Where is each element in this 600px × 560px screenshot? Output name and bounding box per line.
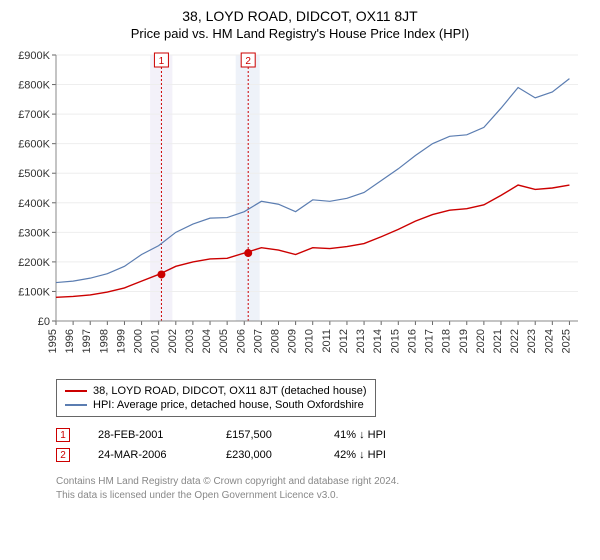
- events-table: 1 28-FEB-2001 £157,500 41% ↓ HPI 2 24-MA…: [56, 425, 588, 465]
- event-date: 24-MAR-2006: [98, 449, 198, 461]
- chart-plot: £0 £100K £200K £300K £400K £500K £600K £700K £80…: [12, 41, 588, 371]
- event-date: 28-FEB-2001: [98, 429, 198, 441]
- svg-text:2003: 2003: [184, 329, 196, 353]
- svg-text:£600K: £600K: [18, 139, 50, 151]
- svg-text:2005: 2005: [218, 329, 230, 353]
- svg-text:2020: 2020: [475, 329, 487, 353]
- svg-text:1: 1: [159, 56, 165, 67]
- chart-title: 38, LOYD ROAD, DIDCOT, OX11 8JT: [12, 8, 588, 24]
- event-marker-2: 2: [56, 448, 70, 462]
- svg-text:£700K: £700K: [18, 109, 50, 121]
- svg-text:£900K: £900K: [18, 50, 50, 62]
- svg-text:£800K: £800K: [18, 80, 50, 92]
- svg-text:2006: 2006: [235, 329, 247, 353]
- event-row: 1 28-FEB-2001 £157,500 41% ↓ HPI: [56, 425, 588, 445]
- svg-text:2017: 2017: [424, 329, 436, 353]
- svg-text:2009: 2009: [287, 329, 299, 353]
- svg-text:2018: 2018: [441, 329, 453, 353]
- svg-text:2011: 2011: [321, 329, 333, 353]
- legend-row: 38, LOYD ROAD, DIDCOT, OX11 8JT (detache…: [65, 384, 367, 398]
- svg-text:1999: 1999: [115, 329, 127, 353]
- svg-text:£300K: £300K: [18, 227, 50, 239]
- legend-row: HPI: Average price, detached house, Sout…: [65, 398, 367, 412]
- svg-text:2024: 2024: [543, 329, 555, 353]
- svg-text:£0: £0: [38, 316, 50, 328]
- svg-text:1997: 1997: [81, 329, 93, 353]
- svg-text:2002: 2002: [167, 329, 179, 353]
- svg-text:2015: 2015: [389, 329, 401, 353]
- svg-text:1998: 1998: [98, 329, 110, 353]
- legend: 38, LOYD ROAD, DIDCOT, OX11 8JT (detache…: [56, 379, 376, 417]
- svg-text:1996: 1996: [64, 329, 76, 353]
- svg-text:2013: 2013: [355, 329, 367, 353]
- svg-text:2004: 2004: [201, 329, 213, 353]
- svg-text:2022: 2022: [509, 329, 521, 353]
- svg-text:2007: 2007: [252, 329, 264, 353]
- svg-text:£400K: £400K: [18, 198, 50, 210]
- svg-text:2012: 2012: [338, 329, 350, 353]
- svg-text:2010: 2010: [304, 329, 316, 353]
- legend-swatch-hpi: [65, 404, 87, 406]
- legend-label-hpi: HPI: Average price, detached house, Sout…: [93, 399, 364, 411]
- svg-text:2025: 2025: [560, 329, 572, 353]
- legend-label-property: 38, LOYD ROAD, DIDCOT, OX11 8JT (detache…: [93, 385, 367, 397]
- svg-text:2008: 2008: [269, 329, 281, 353]
- event-price: £157,500: [226, 429, 306, 441]
- svg-text:2000: 2000: [133, 329, 145, 353]
- footnote: Contains HM Land Registry data © Crown c…: [56, 475, 588, 502]
- chart-subtitle: Price paid vs. HM Land Registry's House …: [12, 26, 588, 41]
- svg-text:£500K: £500K: [18, 168, 50, 180]
- event-delta: 42% ↓ HPI: [334, 449, 386, 461]
- svg-text:1995: 1995: [47, 329, 59, 353]
- chart-svg: £0 £100K £200K £300K £400K £500K £600K £700K £80…: [12, 41, 588, 371]
- svg-text:2019: 2019: [458, 329, 470, 353]
- svg-text:2001: 2001: [150, 329, 162, 353]
- svg-text:2023: 2023: [526, 329, 538, 353]
- svg-text:2016: 2016: [406, 329, 418, 353]
- event-price: £230,000: [226, 449, 306, 461]
- svg-text:£100K: £100K: [18, 286, 50, 298]
- footnote-line: Contains HM Land Registry data © Crown c…: [56, 475, 588, 489]
- chart-container: 38, LOYD ROAD, DIDCOT, OX11 8JT Price pa…: [0, 0, 600, 508]
- event-delta: 41% ↓ HPI: [334, 429, 386, 441]
- svg-text:£200K: £200K: [18, 257, 50, 269]
- svg-text:2021: 2021: [492, 329, 504, 353]
- event-marker-1: 1: [56, 428, 70, 442]
- event-row: 2 24-MAR-2006 £230,000 42% ↓ HPI: [56, 445, 588, 465]
- svg-text:2014: 2014: [372, 329, 384, 353]
- footnote-line: This data is licensed under the Open Gov…: [56, 489, 588, 503]
- legend-swatch-property: [65, 390, 87, 392]
- svg-text:2: 2: [245, 56, 251, 67]
